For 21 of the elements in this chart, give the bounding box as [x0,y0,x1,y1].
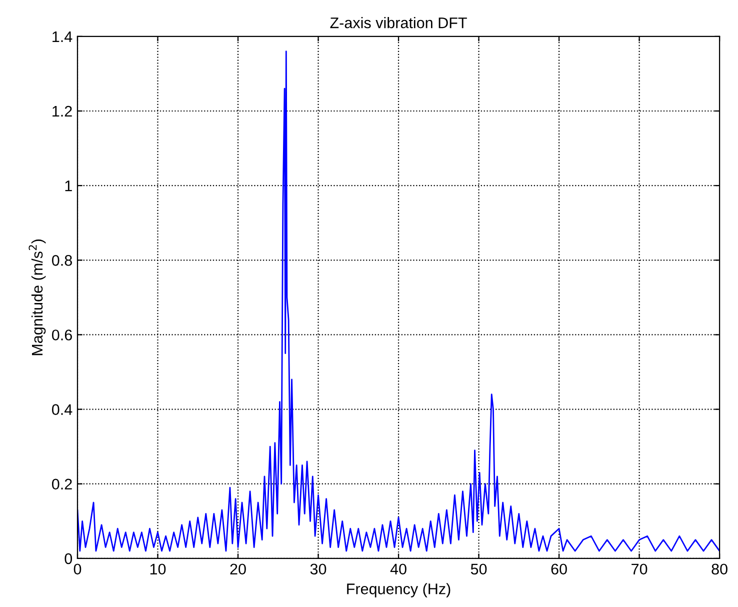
x-tick-label: 10 [150,564,166,575]
x-tick-label: 70 [632,564,648,575]
y-tick-label: 0.6 [52,330,72,340]
x-tick-label: 30 [310,564,326,575]
x-tick-label: 20 [230,564,246,575]
y-axis-title: Magnitude (m/s$^{2}$) [28,240,46,356]
y-tick-label: 0.8 [52,255,72,266]
y-tick-label: 0.4 [52,404,72,415]
line-series [77,50,720,552]
y-tick-label: 0 [64,553,72,564]
y-tick-label: 1.4 [52,31,72,42]
x-tick-label: 0 [74,564,82,575]
x-tick-label: 80 [712,564,728,575]
chart-title: Z-axis vibration DFT [330,17,467,28]
x-axis-title: Frequency (Hz) [347,583,450,598]
y-tick-label: 0.2 [52,478,72,490]
x-tick-label: 50 [470,564,487,575]
x-tick-label: 60 [551,564,567,575]
x-tick-label: 40 [390,564,406,575]
y-tick-label: 1.2 [52,106,72,117]
y-tick-label: 1 [65,180,72,192]
